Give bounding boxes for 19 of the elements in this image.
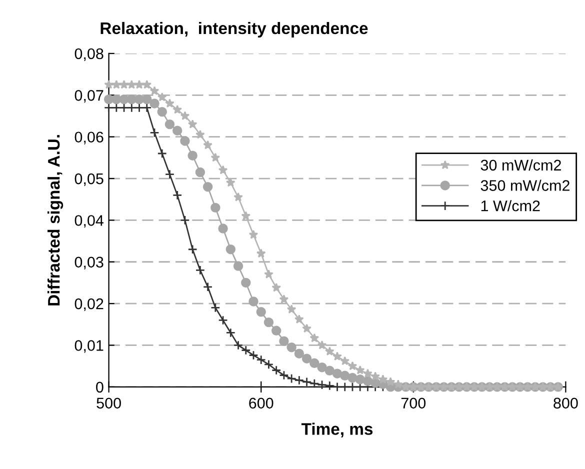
x-tick-label: 500 bbox=[96, 398, 121, 409]
legend-label: 1 W/cm2 bbox=[481, 200, 540, 212]
y-tick-label: 0,06 bbox=[74, 132, 104, 144]
legend-label: 30 mW/cm2 bbox=[480, 159, 561, 171]
y-tick-label: 0,04 bbox=[74, 215, 104, 228]
x-axis-title: Time, ms bbox=[301, 422, 373, 438]
x-tick-label: 600 bbox=[249, 398, 274, 409]
chart-title: Relaxation, intensity dependence bbox=[100, 22, 368, 38]
y-tick-label: 0,05 bbox=[74, 173, 104, 186]
y-axis-title: Diffracted signal, A.U. bbox=[47, 135, 64, 306]
y-tick-label: 0,08 bbox=[74, 48, 104, 61]
x-tick-label: 800 bbox=[554, 398, 578, 409]
y-tick-label: 0 bbox=[96, 382, 104, 393]
x-tick-label: 700 bbox=[401, 398, 426, 409]
y-tick-label: 0,03 bbox=[74, 256, 104, 270]
y-tick-label: 0,01 bbox=[74, 340, 104, 353]
y-tick-label: 0,07 bbox=[74, 90, 104, 103]
legend-label: 350 mW/cm2 bbox=[480, 180, 570, 191]
y-tick-label: 0,02 bbox=[74, 298, 104, 312]
